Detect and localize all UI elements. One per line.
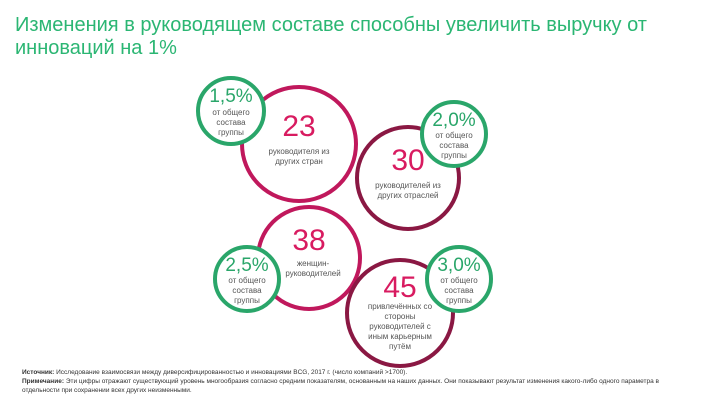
- stat-value: 23: [282, 110, 316, 143]
- source-line: Источник: Исследование взаимосвязи между…: [22, 368, 682, 377]
- share-caption: от общего состава группы: [440, 276, 478, 305]
- share-value: 1,5%: [209, 86, 253, 107]
- share-value: 2,5%: [225, 255, 269, 276]
- share-circle-other-industry-leaders: 2,0% от общего состава группы: [420, 100, 488, 168]
- stat-caption: руководителей из других отраслей: [375, 181, 441, 200]
- stat-caption: руководителя из других стран: [268, 147, 330, 166]
- source-text: Исследование взаимосвязи между диверсифи…: [56, 369, 408, 376]
- stat-caption: женщин-руководителей: [285, 259, 341, 278]
- note-line: Примечание: Эти цифры отражают существую…: [22, 377, 682, 395]
- share-caption: от общего состава группы: [212, 108, 250, 137]
- share-circle-women-leaders: 2,5% от общего состава группы: [213, 245, 281, 313]
- source-label: Источник:: [22, 369, 55, 376]
- footer-notes: Источник: Исследование взаимосвязи между…: [22, 368, 682, 395]
- share-value: 2,0%: [432, 110, 476, 131]
- share-circle-external-career-leaders: 3,0% от общего состава группы: [425, 245, 493, 313]
- share-caption: от общего состава группы: [435, 131, 473, 160]
- stat-value: 45: [383, 271, 417, 304]
- share-caption: от общего состава группы: [228, 276, 266, 305]
- note-text: Эти цифры отражают существующий уровень …: [22, 378, 659, 394]
- stat-value: 30: [391, 144, 425, 177]
- share-circle-foreign-leaders: 1,5% от общего состава группы: [196, 76, 266, 146]
- stat-value: 38: [292, 224, 326, 257]
- slide-title: Изменения в руководящем составе способны…: [15, 14, 647, 59]
- stat-caption: привлечённых со стороны руководителей с …: [367, 302, 433, 351]
- share-value: 3,0%: [437, 255, 481, 276]
- note-label: Примечание:: [22, 378, 64, 385]
